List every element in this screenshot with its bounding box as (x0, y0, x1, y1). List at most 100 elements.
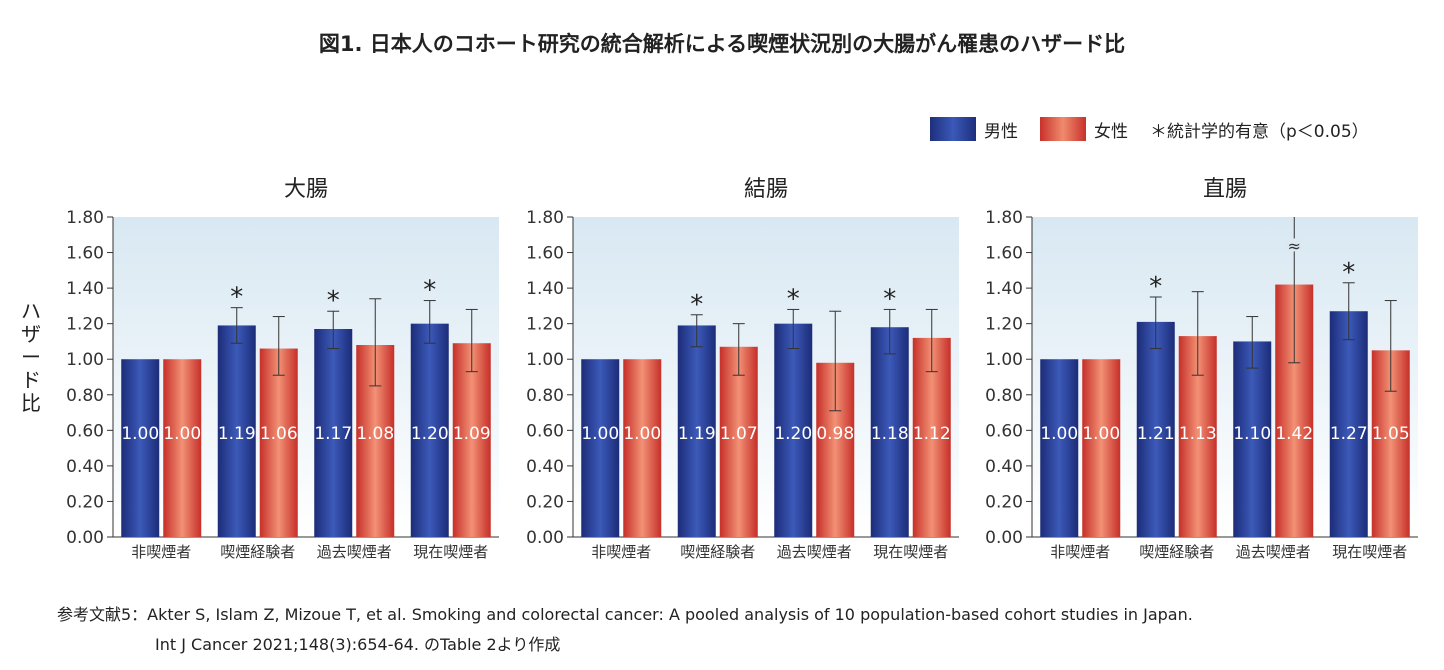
y-tick-label: 0.00 (66, 528, 104, 548)
y-axis-label: ハザード比 (21, 299, 41, 415)
bar (163, 359, 202, 537)
bar (581, 359, 620, 537)
chart-area: 大腸 0.00 0.20 0.40 0.60 0.80 1.00 1.20 1.40 1.60 1.… (66, 177, 1418, 561)
bar-value-label: 1.19 (678, 424, 716, 444)
y-tick-label: 1.80 (526, 208, 564, 228)
y-tick-label: 1.60 (526, 244, 564, 264)
reference-line-2: Int J Cancer 2021;148(3):654-64. のTable … (155, 635, 561, 654)
bar (1136, 321, 1175, 537)
x-tick-label: 現在喫煙者 (873, 543, 948, 561)
significance-asterisk: * (230, 283, 243, 313)
bar-value-label: 1.12 (913, 424, 951, 444)
chart-panel-3: 直腸 0.00 0.20 0.40 0.60 0.80 1.00 1.20 1.40 1.60 1.… (985, 177, 1418, 561)
y-tick-label: 0.00 (985, 528, 1023, 548)
bar (1082, 359, 1121, 537)
bar (719, 346, 758, 537)
bar-value-label: 1.08 (356, 424, 394, 444)
bar-value-label: 1.19 (218, 424, 256, 444)
y-tick-label: 0.60 (526, 421, 564, 441)
panel-title: 大腸 (284, 177, 328, 202)
bar-value-label: 1.27 (1330, 424, 1368, 444)
bar-value-label: 1.00 (581, 424, 619, 444)
chart-panel-2: 結腸 0.00 0.20 0.40 0.60 0.80 1.00 1.20 1.40 1.60 1.… (526, 177, 959, 561)
chart-panel-1: 大腸 0.00 0.20 0.40 0.60 0.80 1.00 1.20 1.40 1.60 1.… (66, 177, 499, 561)
significance-asterisk: * (327, 286, 340, 316)
y-tick-label: 1.40 (526, 279, 564, 299)
significance-asterisk: * (1149, 272, 1162, 302)
reference-line-1: 参考文献5：Akter S, Islam Z, Mizoue T, et al.… (57, 605, 1193, 624)
y-tick-label: 0.60 (66, 421, 104, 441)
bar-value-label: 1.20 (774, 424, 812, 444)
y-tick-label: 1.80 (985, 208, 1023, 228)
x-tick-label: 過去喫煙者 (777, 543, 852, 561)
bar (1040, 359, 1079, 537)
y-tick-label: 0.80 (985, 386, 1023, 406)
bar-value-label: 1.00 (1040, 424, 1078, 444)
significance-asterisk: * (787, 284, 800, 314)
bar-value-label: 1.00 (163, 424, 201, 444)
figure-title: 図1. 日本人のコホート研究の統合解析による喫煙状況別の大腸がん罹患のハザード比 (318, 32, 1126, 56)
y-tick-label: 1.00 (66, 350, 104, 370)
y-tick-label: 0.40 (66, 457, 104, 477)
bar (217, 325, 256, 537)
x-tick-label: 非喫煙者 (1050, 543, 1110, 561)
bar (623, 359, 662, 537)
axis-break-mark: ≈ (1288, 236, 1301, 255)
x-tick-label: 非喫煙者 (591, 543, 651, 561)
y-tick-label: 0.40 (985, 457, 1023, 477)
bar (774, 323, 813, 537)
bar (1329, 311, 1368, 537)
x-tick-label: 喫煙経験者 (220, 543, 295, 561)
legend-significance-note: ＊統計学的有意（p＜0.05） (1150, 121, 1369, 142)
y-tick-label: 0.60 (985, 421, 1023, 441)
y-tick-label: 0.00 (526, 528, 564, 548)
significance-asterisk: * (690, 290, 703, 320)
y-tick-label: 1.60 (985, 244, 1023, 264)
bar (677, 325, 716, 537)
y-tick-label: 1.20 (985, 315, 1023, 335)
y-tick-label: 1.00 (985, 350, 1023, 370)
y-tick-label: 0.80 (66, 386, 104, 406)
y-tick-label: 0.40 (526, 457, 564, 477)
bar-value-label: 0.98 (816, 424, 854, 444)
x-tick-label: 過去喫煙者 (317, 543, 392, 561)
y-tick-label: 0.20 (526, 492, 564, 512)
significance-asterisk: * (423, 276, 436, 306)
y-tick-label: 1.20 (66, 315, 104, 335)
y-tick-label: 0.20 (985, 492, 1023, 512)
bar-value-label: 1.07 (720, 424, 758, 444)
bar (121, 359, 160, 537)
y-tick-label: 1.40 (985, 279, 1023, 299)
x-tick-label: 非喫煙者 (131, 543, 191, 561)
axis-break-background (1286, 238, 1303, 252)
panel-title: 結腸 (744, 177, 788, 202)
x-tick-label: 喫煙経験者 (1139, 543, 1214, 561)
significance-asterisk: * (1342, 258, 1355, 288)
y-tick-label: 0.80 (526, 386, 564, 406)
y-tick-label: 1.20 (526, 315, 564, 335)
bar (452, 343, 491, 537)
bar-value-label: 1.06 (260, 424, 298, 444)
bar (1233, 341, 1272, 537)
bar-value-label: 1.42 (1275, 424, 1313, 444)
bar-value-label: 1.00 (121, 424, 159, 444)
legend: 男性 女性 ＊統計学的有意（p＜0.05） (930, 116, 1369, 142)
panel-title: 直腸 (1203, 177, 1247, 202)
legend-female-swatch (1040, 117, 1086, 141)
bar (410, 323, 449, 537)
bar-value-label: 1.09 (453, 424, 491, 444)
legend-male-swatch (930, 117, 976, 141)
bar (314, 329, 353, 537)
x-tick-label: 喫煙経験者 (680, 543, 755, 561)
y-tick-label: 1.40 (66, 279, 104, 299)
bar-value-label: 1.10 (1233, 424, 1271, 444)
bar (259, 348, 298, 537)
bar-value-label: 1.21 (1137, 424, 1175, 444)
significance-asterisk: * (883, 284, 896, 314)
x-tick-label: 現在喫煙者 (1332, 543, 1407, 561)
bar-value-label: 1.00 (623, 424, 661, 444)
bar-value-label: 1.20 (411, 424, 449, 444)
x-tick-label: 過去喫煙者 (1236, 543, 1311, 561)
bar-value-label: 1.13 (1179, 424, 1217, 444)
bar-value-label: 1.05 (1372, 424, 1410, 444)
